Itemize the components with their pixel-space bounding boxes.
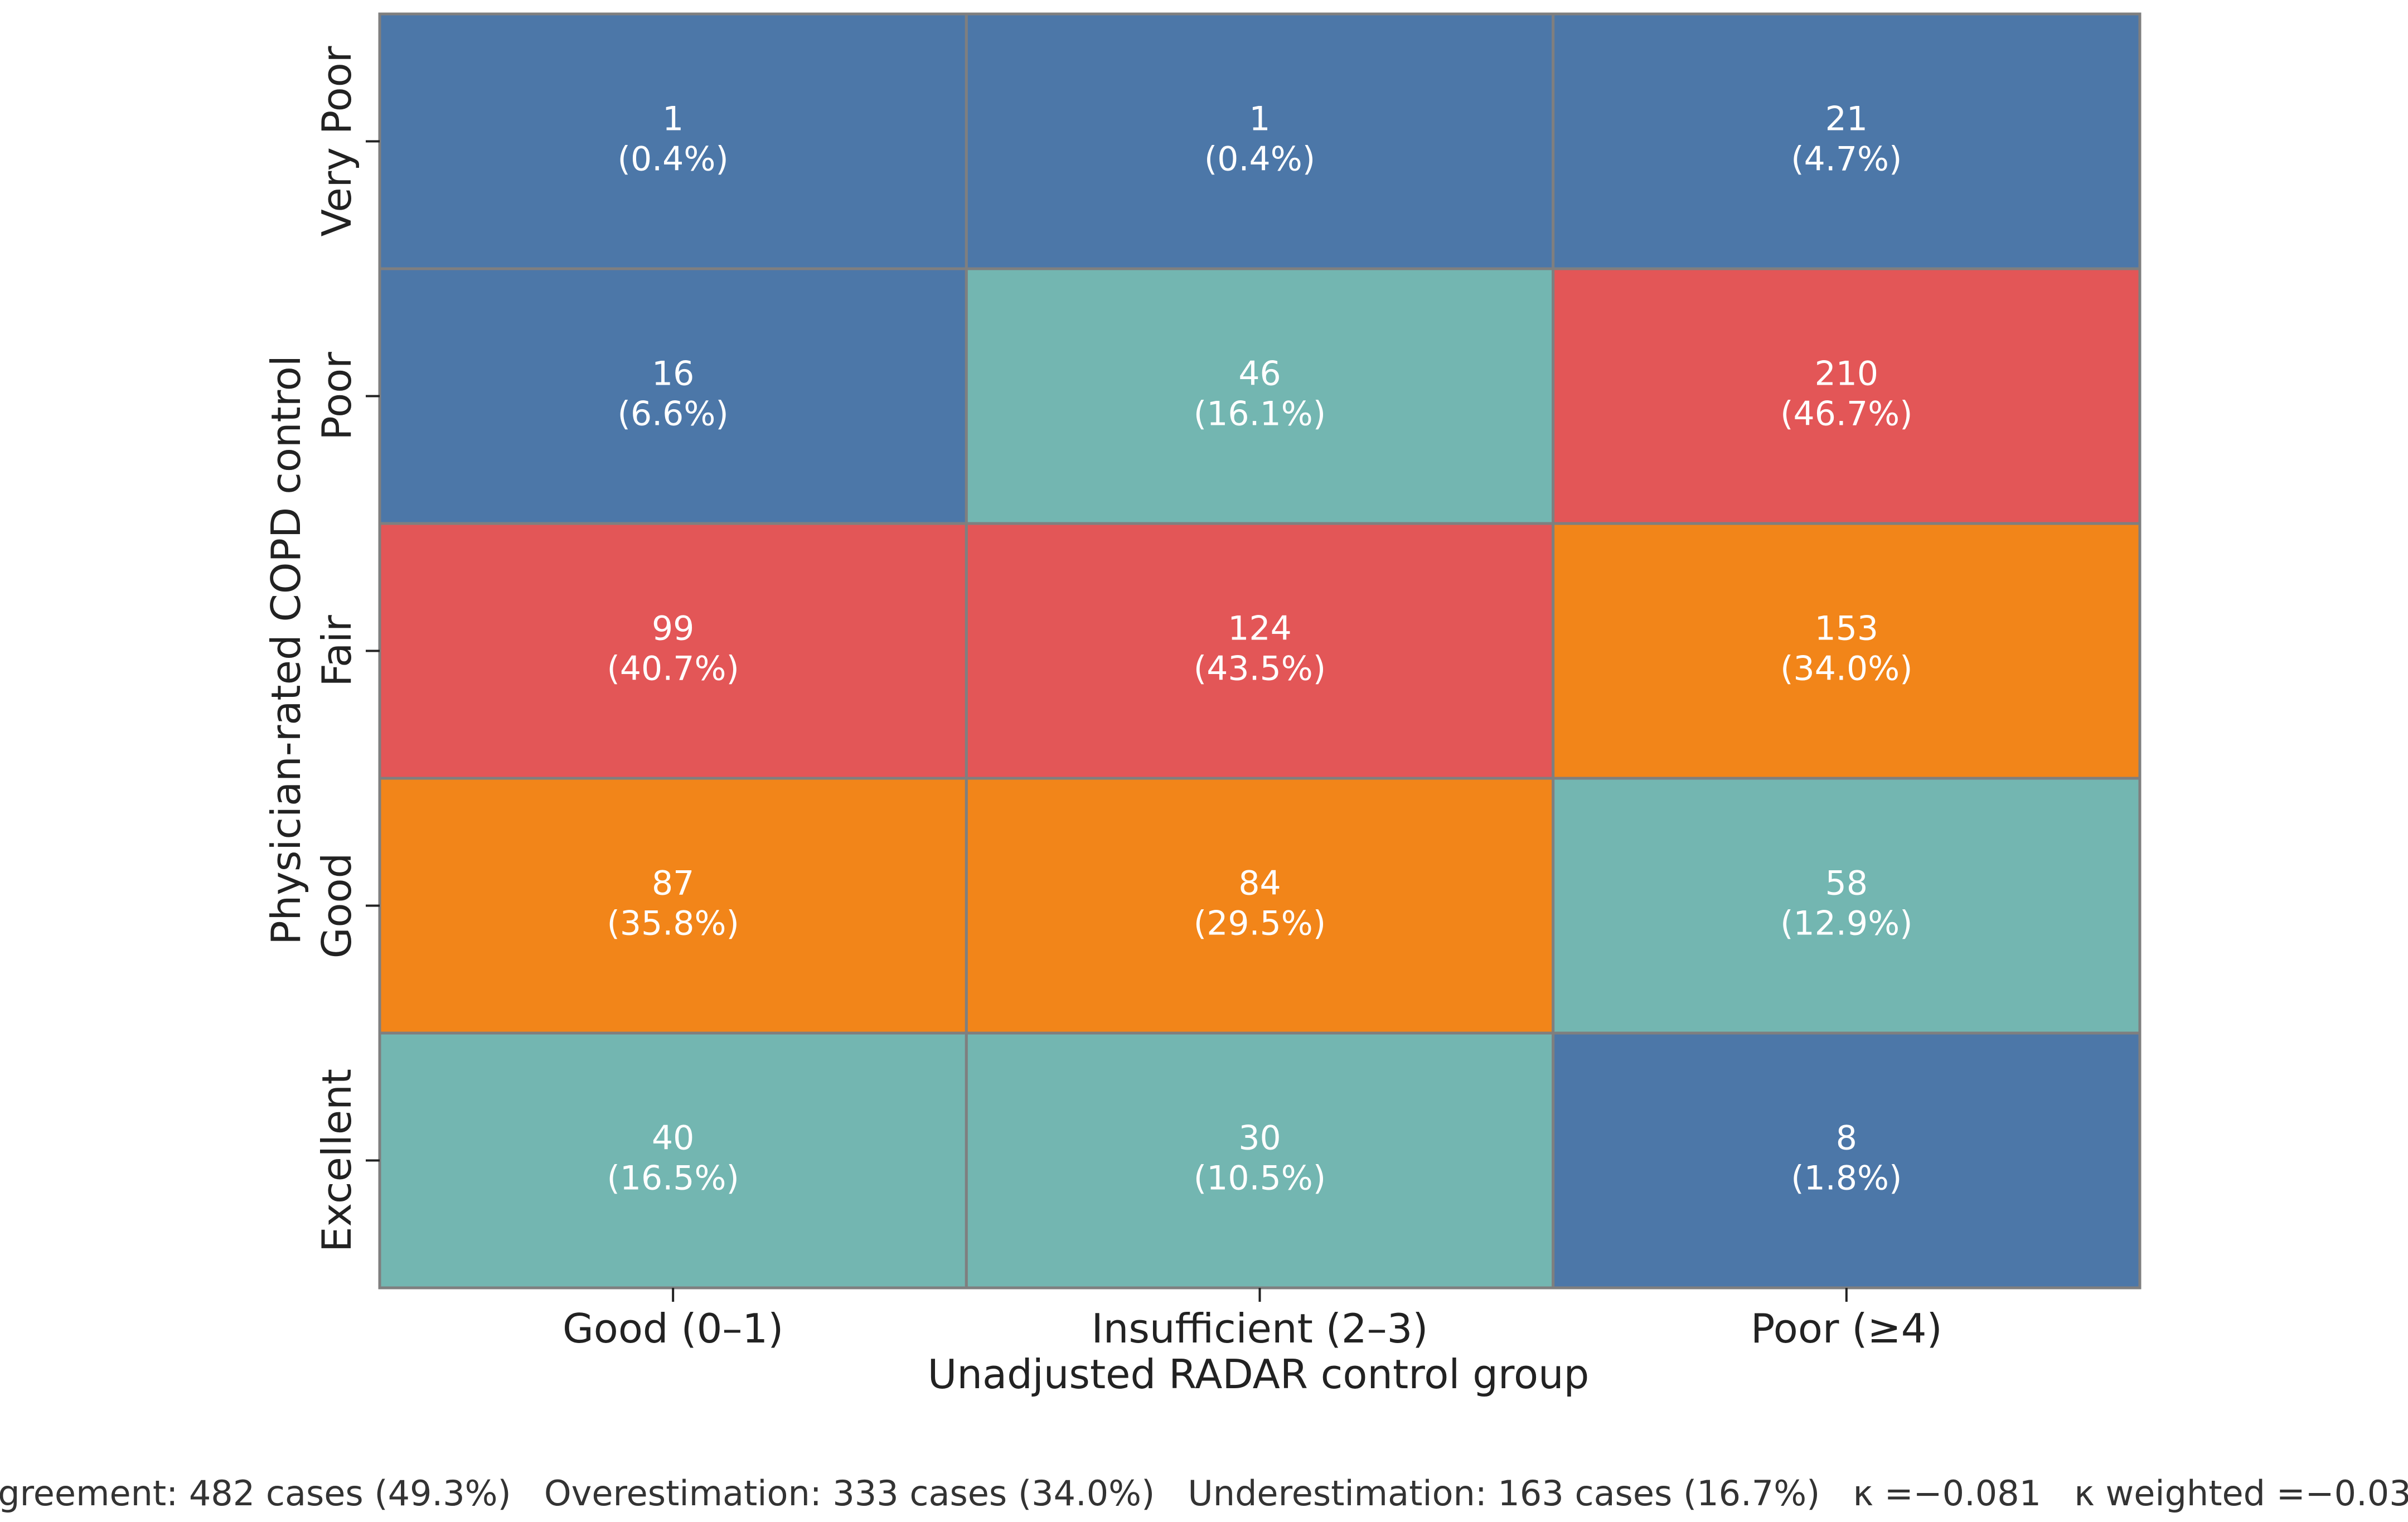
heatmap-cells: 1(0.4%)1(0.4%)21(4.7%)16(6.6%)46(16.1%)2… — [378, 12, 2141, 1290]
x-axis-title: Unadjusted RADAR control group — [928, 1351, 1590, 1398]
axis-ticks — [366, 140, 1848, 1302]
heatmap-cell — [1552, 267, 2141, 525]
heatmap-cell — [965, 267, 1555, 525]
cell-count-label: 1 — [662, 100, 684, 139]
x-tick-label: Insufficient (2–3) — [1091, 1305, 1428, 1352]
y-tick-label: Good — [313, 853, 360, 959]
cell-count-label: 40 — [652, 1119, 694, 1158]
cell-count-label: 58 — [1825, 864, 1868, 903]
heatmap-cell — [1552, 1031, 2141, 1290]
cell-count-label: 21 — [1825, 100, 1868, 139]
heatmap-cell — [965, 522, 1555, 780]
cell-count-label: 87 — [652, 864, 694, 903]
heatmap-cell — [965, 1031, 1555, 1290]
cell-count-label: 99 — [652, 609, 694, 648]
y-tick-label: Poor — [313, 352, 360, 440]
cell-count-label: 30 — [1238, 1119, 1281, 1158]
cell-count-label: 46 — [1238, 355, 1281, 394]
cell-percent-label: (34.0%) — [1780, 649, 1912, 689]
cell-percent-label: (29.5%) — [1194, 904, 1326, 943]
cell-count-label: 8 — [1836, 1119, 1857, 1158]
cell-percent-label: (4.7%) — [1791, 140, 1902, 179]
heatmap-cell — [378, 12, 968, 270]
cell-percent-label: (0.4%) — [1204, 140, 1315, 179]
cell-percent-label: (16.1%) — [1194, 395, 1326, 434]
cell-percent-label: (6.6%) — [618, 395, 729, 434]
x-tick-label: Good (0–1) — [563, 1305, 783, 1352]
cell-percent-label: (12.9%) — [1780, 904, 1912, 943]
heatmap-cell — [965, 12, 1555, 270]
x-tick-label: Poor (≥4) — [1751, 1305, 1942, 1352]
cell-percent-label: (1.8%) — [1791, 1159, 1902, 1198]
y-tick-label: Excellent — [313, 1069, 360, 1252]
cell-count-label: 210 — [1815, 355, 1879, 394]
y-axis-title: Physician-rated COPD control — [263, 355, 309, 945]
cell-count-label: 84 — [1238, 864, 1281, 903]
heatmap-cell — [378, 777, 968, 1035]
heatmap-cell — [1552, 12, 2141, 270]
y-tick-label: Very Poor — [313, 46, 360, 236]
axis-tick-labels: Good (0–1) Insufficient (2–3) Poor (≥4) Ver… — [313, 46, 1942, 1352]
footer-summary: Agreement: 482 cases (49.3%) Overestimat… — [0, 1473, 2408, 1514]
cell-percent-label: (46.7%) — [1780, 395, 1912, 434]
cell-count-label: 1 — [1249, 100, 1270, 139]
cell-percent-label: (35.8%) — [607, 904, 739, 943]
cell-count-label: 153 — [1815, 609, 1879, 648]
cell-percent-label: (43.5%) — [1194, 649, 1326, 689]
cell-percent-label: (40.7%) — [607, 649, 739, 689]
cell-percent-label: (0.4%) — [618, 140, 729, 179]
heatmap-cell — [1552, 777, 2141, 1035]
y-tick-label: Fair — [313, 615, 360, 687]
cell-percent-label: (10.5%) — [1194, 1159, 1326, 1198]
cell-percent-label: (16.5%) — [607, 1159, 739, 1198]
cell-count-label: 124 — [1228, 609, 1292, 648]
heatmap-cell — [378, 267, 968, 525]
cell-count-label: 16 — [652, 355, 694, 394]
heatmap-cell — [378, 1031, 968, 1290]
